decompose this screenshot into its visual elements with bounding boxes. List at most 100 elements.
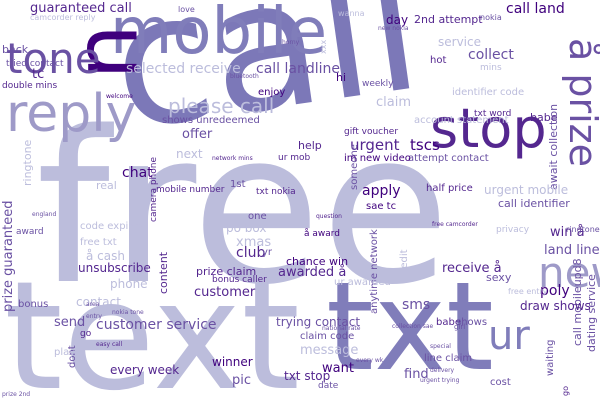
word-txt-stop: txt stop (284, 369, 331, 383)
word-content: content (157, 251, 170, 294)
word-find: find (404, 367, 429, 382)
word-want: want (322, 361, 354, 376)
word-2nd-attempt: 2nd attempt (414, 13, 483, 26)
word-chat: chat (122, 165, 153, 181)
word-chance-v: xxx (319, 39, 328, 54)
word-privacy: privacy (496, 225, 530, 235)
word-customer: customer (194, 285, 256, 300)
word-txt-nokia: txt nokia (256, 187, 296, 197)
word-sexy: sexy (486, 271, 512, 284)
word-camcorder-reply: camcorder reply (30, 13, 96, 22)
word-sms: sms (402, 297, 431, 313)
word-cash: å cash (86, 249, 125, 263)
word-customer-service: customer service (96, 317, 217, 333)
word-tc: tc (32, 67, 45, 82)
word-ringtone-h: urgent trying (420, 377, 460, 384)
word-prize-2nd: prize 2nd (2, 391, 31, 398)
word-nokia: nokia (480, 13, 502, 22)
word-weekly: weekly (362, 79, 394, 89)
word-prize-guaranteed: prize guaranteed (1, 200, 16, 312)
word-call-land: call land (506, 1, 565, 17)
word-shows-unredeemed: shows unredeemed (162, 115, 260, 126)
word-back: back (2, 43, 29, 56)
word-ringtone-v: ringtone (21, 139, 34, 186)
word-attempt-contact: attempt contact (408, 153, 489, 164)
word-urgent-mobile: urgent mobile (484, 183, 569, 197)
word-txt: txt (326, 256, 494, 398)
word-sex: ringtone (566, 225, 600, 234)
word-mobile: mobile (110, 0, 328, 69)
word-draw-shows: draw shows (520, 299, 591, 313)
word-waiting: waiting (545, 339, 556, 376)
word-1st: 1st (230, 179, 246, 190)
word-england: england (32, 211, 57, 218)
word-claim-code: claim code (300, 331, 355, 342)
word-xmas: xmas (236, 235, 272, 250)
word-xxx: wanna (338, 9, 365, 18)
word-chance-win: chance win (286, 255, 349, 268)
word-prize: å prize (561, 38, 600, 167)
word-tried-contact: tried contact (6, 59, 64, 69)
word-free: free (36, 86, 451, 331)
word-delivery: delivery (430, 367, 455, 374)
word-network-mins: network mins (212, 155, 253, 162)
word-real: real (96, 179, 117, 192)
word-prize-claim: prize claim (196, 265, 257, 278)
word-guaranteed-call: guaranteed call (30, 1, 132, 16)
word-national-rate: national rate (322, 325, 361, 332)
word-award: award (16, 227, 44, 237)
word-po-box: po box (226, 221, 267, 235)
word-poly: poly (540, 283, 570, 299)
word-text: text (4, 250, 301, 400)
word-club: club (236, 245, 266, 261)
word-new: new (538, 248, 600, 297)
word-shows: date (318, 381, 339, 391)
word-bonus: bonus (18, 299, 49, 310)
word-date: love (178, 5, 195, 14)
word-collect: collect (468, 47, 514, 63)
word-gift-voucher: gift voucher (344, 127, 399, 137)
word-land-line: land line (544, 243, 600, 258)
word-dont: go (80, 329, 92, 339)
word-claim: claim (376, 95, 412, 110)
word-one: one (248, 211, 267, 222)
word-babe: free entry (508, 287, 548, 296)
word-go: babe (436, 317, 461, 328)
word-entry: entry (86, 313, 102, 320)
word-please-call: please call (168, 94, 275, 118)
word-apply: apply (362, 183, 401, 199)
word-code-expires: code expires (80, 221, 144, 232)
word-free-entry: shows (456, 317, 488, 328)
word-next: next (176, 147, 203, 161)
word-free-camcorder: free camcorder (432, 221, 478, 228)
word-win: win å (550, 225, 585, 240)
word-horny: horny (282, 39, 300, 46)
word-wanna: someone (349, 144, 360, 190)
word-txt-word: txt word (474, 109, 512, 119)
word-every-wk: every wk (356, 357, 384, 364)
word-unsubscribe: unsubscribe (78, 261, 151, 275)
word-collection-sae: collection sae (392, 323, 434, 330)
word-go-2: babe (530, 111, 558, 124)
word-a-award: å award (304, 229, 341, 239)
word-hi: hi (336, 71, 347, 84)
word-nokia-tone: nokia tone (112, 309, 144, 316)
word-girl: girl (454, 323, 466, 331)
word-easy-call: easy call (96, 341, 123, 348)
word-service: service (438, 35, 481, 49)
word-send: send (54, 315, 86, 330)
word-selected-receive: selected receive (126, 61, 241, 77)
word-hot: hot (430, 55, 447, 66)
word-receive: receive å (442, 261, 502, 276)
word-day: day (386, 13, 409, 27)
word-phone: phone (110, 277, 148, 291)
word-credit: credit (399, 249, 410, 278)
word-area: area (86, 301, 100, 308)
word-line-claim: line claim (424, 353, 473, 364)
word-contact: contact (76, 295, 121, 309)
word-tscs: tscs (410, 136, 440, 154)
word-cost: cost (490, 377, 511, 388)
word-enjoy: enjoy (258, 87, 286, 98)
word-sae-tc: sae tc (366, 201, 397, 212)
